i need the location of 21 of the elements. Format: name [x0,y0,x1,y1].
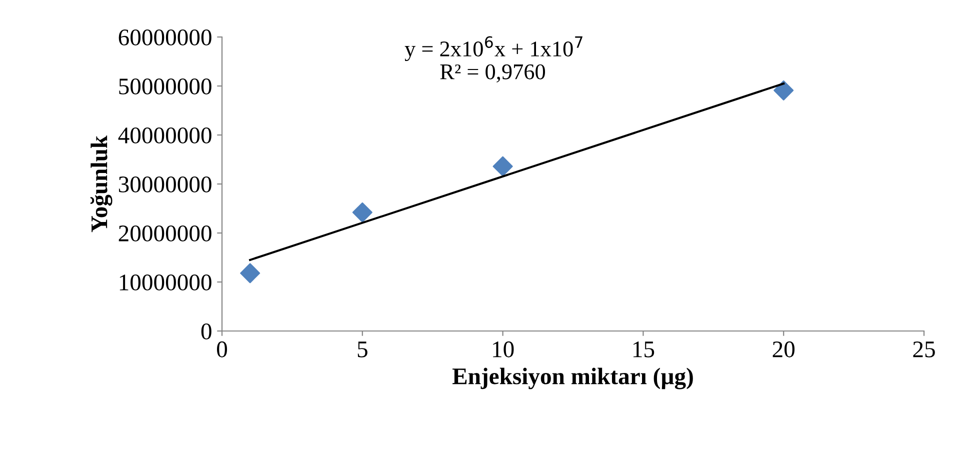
y-tick-label: 10000000 [120,274,212,290]
point [240,263,260,284]
y-axis-title: Yoğunluk [90,135,112,232]
x-tick-label: 5 [358,342,368,358]
y-tick-label: 40000000 [118,127,212,144]
x-tick-label: 20 [772,341,795,358]
point [774,80,794,100]
y-tick-label: 0 [201,323,212,340]
y-tick-label: 50000000 [119,78,212,94]
point [352,202,372,222]
point [492,156,513,176]
y-tick-label: 30000000 [118,176,212,192]
x-axis-title: Enjeksiyon miktarı (µg) [452,368,693,390]
x-tick-label: 0 [216,341,228,358]
x-tick-label: 15 [633,342,654,358]
y-tick-label: 20000000 [118,225,212,242]
x-tick-label: 25 [913,341,935,358]
y-tick-label: 60000000 [118,29,212,46]
annotation: y = 2x10$^{6}$x + 1x10$^{7}$ [404,36,582,62]
x-tick-label: 10 [493,341,514,358]
annotation: R² = 0,9760 [440,64,546,83]
